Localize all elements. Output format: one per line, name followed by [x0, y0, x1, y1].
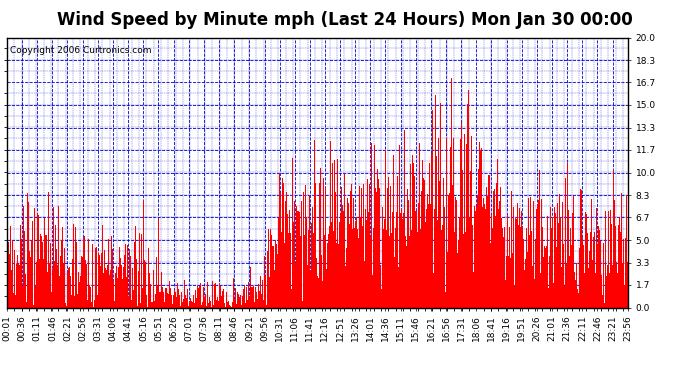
Text: Wind Speed by Minute mph (Last 24 Hours) Mon Jan 30 00:00: Wind Speed by Minute mph (Last 24 Hours)…: [57, 11, 633, 29]
Text: Copyright 2006 Curtronics.com: Copyright 2006 Curtronics.com: [10, 46, 152, 55]
